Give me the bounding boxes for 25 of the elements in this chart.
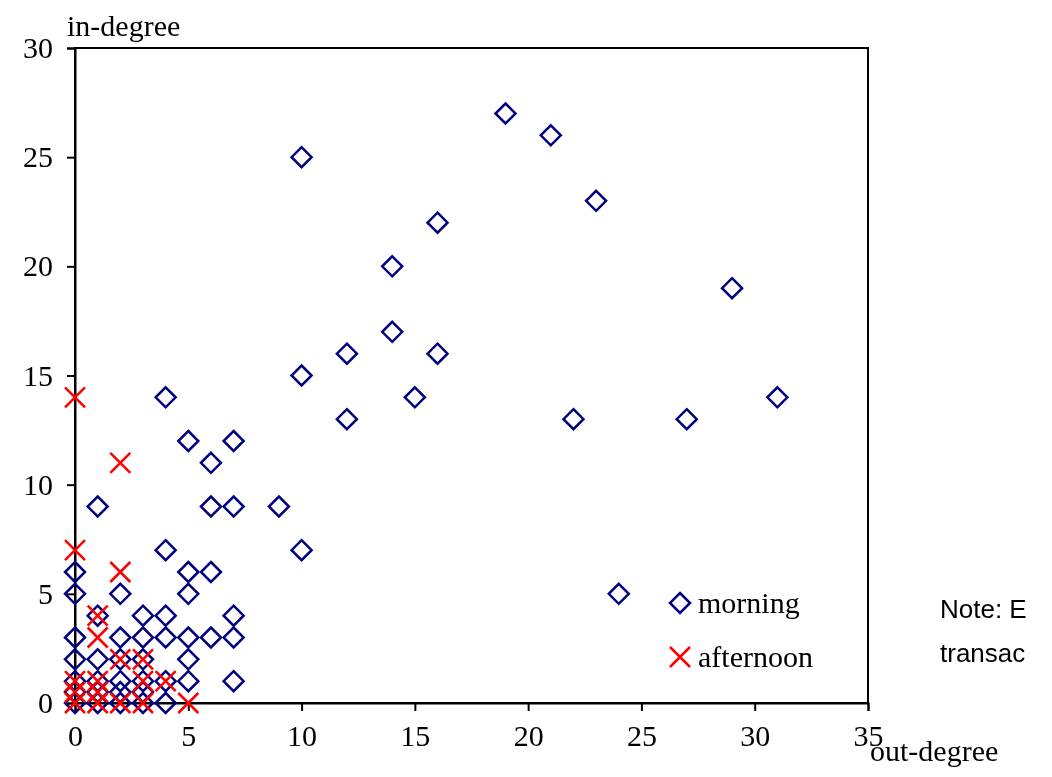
- text: transac: [940, 638, 1026, 668]
- y-tick-label: 15: [23, 358, 53, 392]
- x-tick-label: 10: [287, 719, 318, 753]
- y-tick-label: 20: [23, 249, 53, 283]
- x-tick-label: 20: [513, 719, 544, 753]
- y-axis-title: in-degree: [67, 9, 181, 42]
- point: [86, 626, 109, 649]
- y-tick-label: 25: [23, 140, 53, 174]
- text: Note: E: [940, 594, 1027, 624]
- y-tick-label: 0: [38, 686, 53, 720]
- legend-label: morning: [698, 586, 800, 619]
- x-tick-label: 15: [400, 719, 431, 753]
- point: [109, 451, 132, 475]
- y-tick-label: 5: [38, 576, 53, 610]
- y-tick-label: 10: [23, 467, 53, 501]
- point: [109, 560, 132, 584]
- x-tick-label: 0: [68, 719, 83, 753]
- x-tick-label: 5: [181, 719, 197, 753]
- point: [63, 538, 87, 562]
- x-tick-label: 30: [740, 719, 771, 753]
- point: [63, 386, 87, 409]
- legend-label: afternoon: [698, 640, 813, 673]
- x-tick-label: 25: [626, 719, 657, 753]
- y-tick-label: 30: [23, 31, 53, 65]
- point: [177, 691, 200, 715]
